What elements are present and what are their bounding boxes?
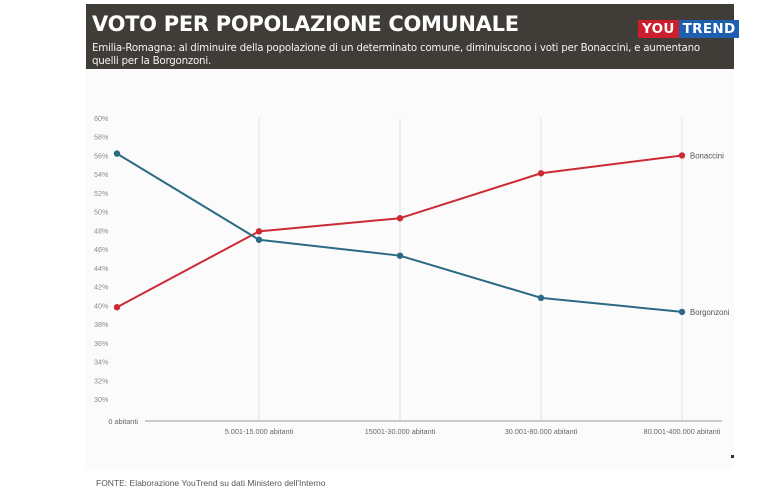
y-tick-label: 34% — [94, 358, 109, 367]
x-tick-label: 0 abitanti — [108, 417, 138, 426]
y-tick-label: 42% — [94, 283, 109, 292]
y-tick-label: 58% — [94, 133, 109, 142]
logo-you: YOU — [638, 20, 679, 38]
y-tick-label: 60% — [94, 114, 109, 123]
x-tick-label: 15001-30.000 abitanti — [365, 427, 436, 436]
artifact-dot — [731, 455, 734, 458]
chart-subtitle: Emilia-Romagna: al diminuire della popol… — [92, 42, 700, 67]
data-point-borgonzoni — [678, 308, 686, 316]
data-point-bonaccini — [678, 152, 686, 159]
data-point-borgonzoni — [113, 150, 121, 157]
y-tick-label: 32% — [94, 376, 109, 385]
x-tick-label: 80.001-400.000 abitanti — [644, 427, 721, 436]
data-point-bonaccini — [255, 228, 263, 235]
y-tick-label: 40% — [94, 301, 109, 310]
series-label-bonaccini: Bonaccini — [690, 151, 724, 160]
logo-trend: TREND — [678, 20, 740, 38]
y-tick-label: 50% — [94, 208, 109, 217]
data-point-borgonzoni — [255, 236, 263, 243]
data-point-borgonzoni — [396, 252, 404, 259]
series-label-borgonzoni: Borgonzoni — [690, 308, 730, 317]
chart-header: VOTO PER POPOLAZIONE COMUNALE Emilia-Rom… — [86, 4, 740, 69]
y-tick-label: 36% — [94, 339, 109, 348]
data-point-borgonzoni — [537, 294, 545, 302]
source-note: FONTE: Elaborazione YouTrend su dati Min… — [96, 478, 326, 488]
y-tick-label: 48% — [94, 226, 109, 235]
data-point-bonaccini — [537, 170, 545, 177]
y-tick-label: 54% — [94, 170, 109, 179]
x-tick-label: 30.001-80.000 abitanti — [505, 427, 578, 436]
y-tick-label: 44% — [94, 264, 109, 273]
data-point-bonaccini — [113, 304, 121, 311]
chart-title: VOTO PER POPOLAZIONE COMUNALE — [92, 12, 519, 36]
y-tick-label: 52% — [94, 189, 109, 198]
y-tick-label: 30% — [94, 395, 109, 404]
data-point-bonaccini — [396, 215, 404, 222]
y-tick-label: 38% — [94, 320, 109, 329]
youtrend-logo: YOU TREND — [638, 20, 740, 38]
chart-panel — [86, 69, 734, 469]
x-tick-label: 5.001-15.000 abitanti — [225, 427, 294, 436]
y-tick-label: 56% — [94, 151, 109, 160]
y-tick-label: 46% — [94, 245, 109, 254]
